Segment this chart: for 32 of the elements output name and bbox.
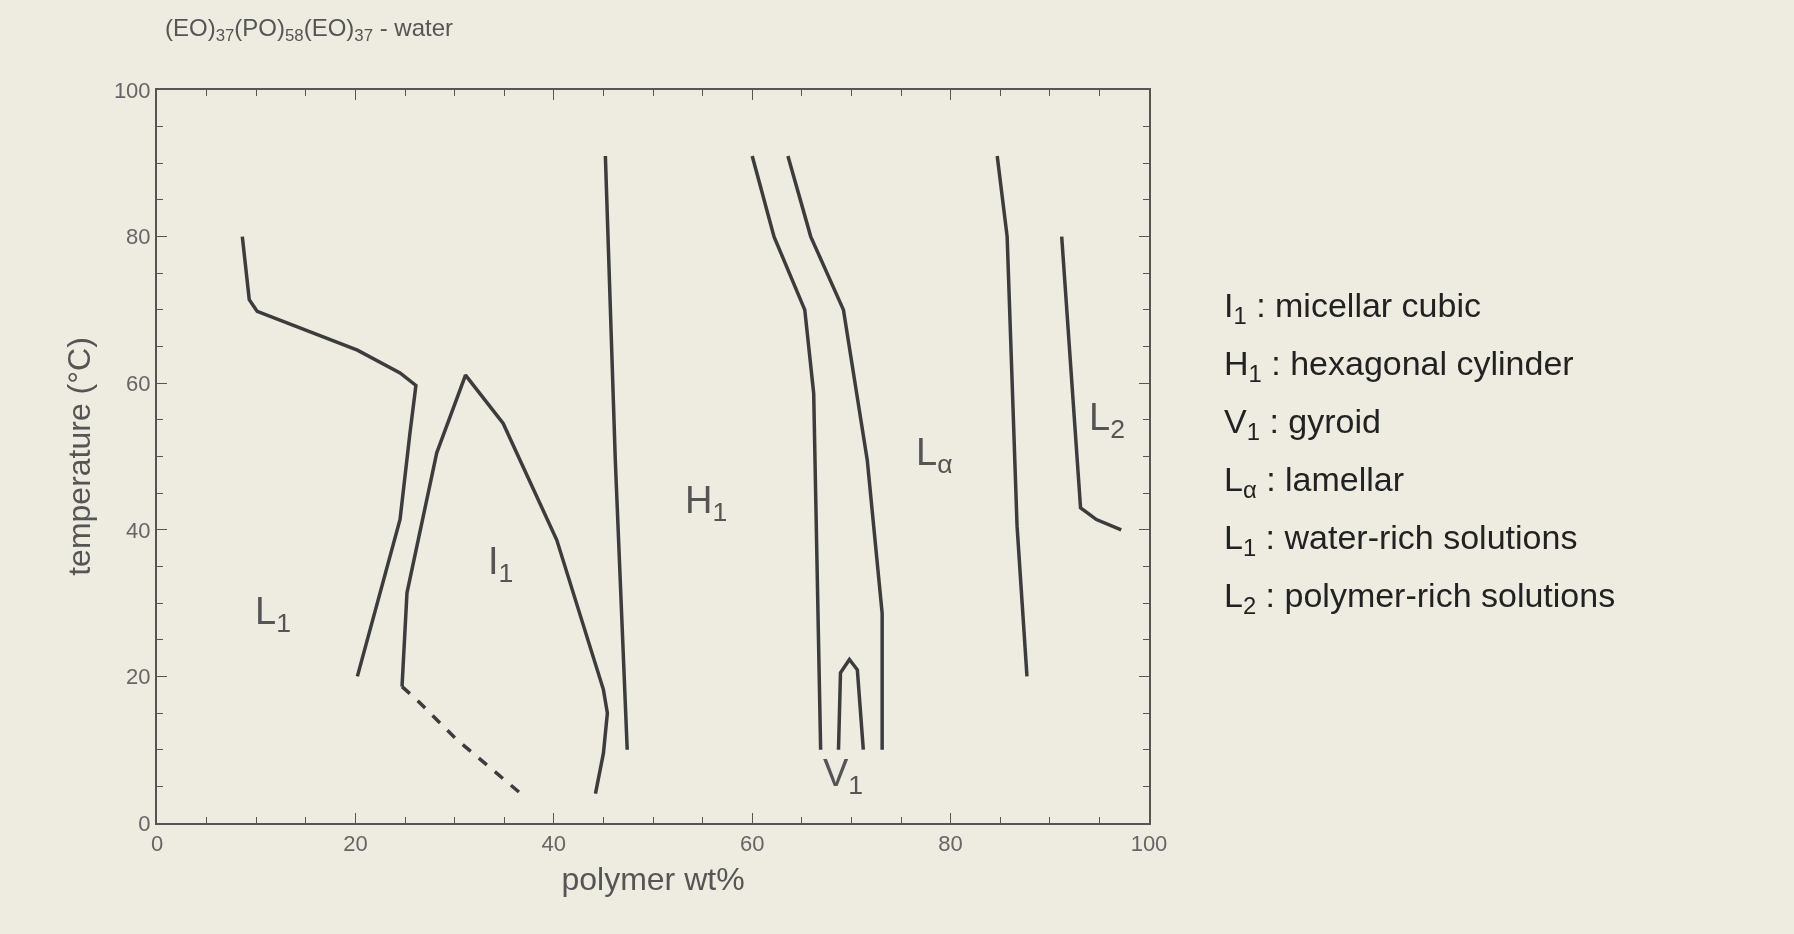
x-tick-label: 40 [541,831,567,857]
annotation: V$_{1}$ [823,752,864,800]
y-tick-label: 40 [126,517,151,543]
y-tick-label: 0 [138,810,151,836]
line-series [750,154,823,752]
y-tick-label: 20 [126,664,151,690]
line-series [1059,234,1123,532]
y-axis-title: temperature (°C) [60,337,97,576]
text: V$_{1}$ : gyroid [1224,402,1381,446]
x-tick-label: 80 [938,831,963,857]
line-series [995,154,1029,679]
text: L$_{2}$ : polymer-rich solutions [1224,576,1616,620]
line-series [786,154,884,752]
annotation: H$_{1}$ [685,479,728,527]
annotation: L$_{1}$ [255,590,291,638]
chart-title: (EO)$_{37}$(PO)$_{58}$(EO)$_{37}$ - water [165,14,454,46]
annotation: L$_{2}$ [1089,396,1125,444]
x-axis-title: polymer wt% [561,860,745,897]
line-series [836,657,866,752]
x-tick-label: 100 [1130,831,1168,857]
text: H$_{1}$ : hexagonal cylinder [1224,344,1574,388]
line-series [240,234,418,679]
annotation: I$_{1}$ [488,540,514,588]
x-tick-label: 20 [343,831,368,857]
y-tick-label: 60 [126,370,151,396]
x-tick-label: 60 [739,831,765,857]
text: I$_{1}$ : micellar cubic [1224,286,1481,330]
text: L$_{1}$ : water-rich solutions [1224,518,1578,562]
annotation: L$_{α}$ [916,431,953,479]
text: L$_{α}$ : lamellar [1224,460,1405,504]
y-tick-label: 80 [126,224,151,250]
y-tick-label: 100 [113,77,151,103]
